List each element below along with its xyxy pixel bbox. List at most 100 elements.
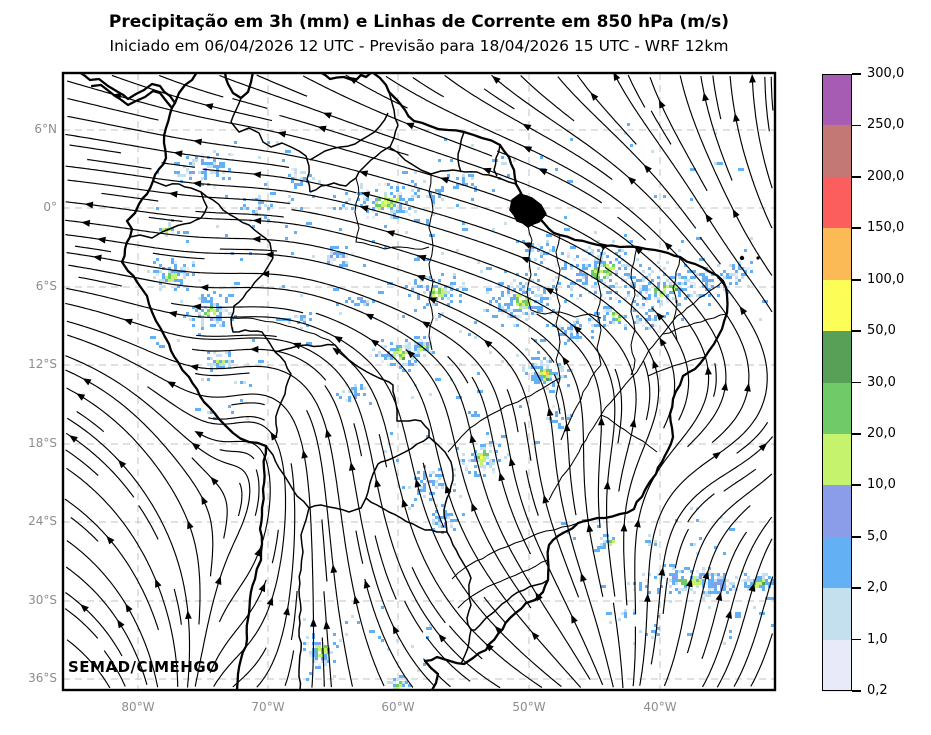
lat-tick-label: 0° <box>43 200 57 214</box>
state-border <box>451 522 579 580</box>
country-border <box>265 445 310 690</box>
lat-tick-label: 6°S <box>35 279 57 293</box>
colorbar-label: 20,0 <box>867 425 896 441</box>
country-border <box>129 180 208 239</box>
country-border <box>308 497 367 513</box>
colorbar-frame <box>822 74 852 691</box>
country-border <box>230 97 311 193</box>
state-border <box>647 356 706 377</box>
gridline-layer <box>63 73 775 690</box>
colorbar-label: 150,0 <box>867 220 905 236</box>
colorbar-tick <box>852 124 861 127</box>
country-border <box>428 436 454 533</box>
country-border <box>388 91 399 148</box>
country-border <box>274 343 430 437</box>
lon-tick-label: 50°W <box>512 700 546 714</box>
colorbar-segment <box>822 639 852 692</box>
colorbar-label: 200,0 <box>867 168 905 184</box>
coastline <box>90 83 174 110</box>
colorbar-segment <box>822 279 852 332</box>
colorbar-label: 250,0 <box>867 117 905 133</box>
state-border <box>530 309 602 319</box>
state-border <box>457 559 549 609</box>
lon-tick-label: 40°W <box>643 700 677 714</box>
colorbar-tick <box>852 73 861 75</box>
colorbar-segment <box>822 331 852 384</box>
colorbar-segment <box>822 176 852 229</box>
colorbar-label: 100,0 <box>867 271 905 287</box>
state-border <box>428 173 434 351</box>
colorbar-tick <box>852 433 861 435</box>
lon-tick-label: 80°W <box>121 700 155 714</box>
country-border <box>471 579 549 631</box>
streamlines-layer <box>64 73 774 689</box>
colorbar-label: 30,0 <box>867 374 896 390</box>
colorbar-segment <box>822 228 852 281</box>
colorbar-segment <box>822 536 852 589</box>
lon-tick-label: 70°W <box>251 700 285 714</box>
colorbar-tick <box>852 381 861 384</box>
state-border <box>662 313 728 335</box>
colorbar-tick <box>852 690 861 692</box>
colorbar-segment <box>822 433 852 486</box>
state-border <box>560 364 602 441</box>
map-frame <box>61 71 777 692</box>
colorbar-tick <box>852 227 861 230</box>
lat-tick-label: 36°S <box>28 671 57 685</box>
island-dot <box>756 256 760 260</box>
lon-tick-label: 60°W <box>381 700 415 714</box>
country-border <box>230 257 276 353</box>
coastline <box>223 73 254 100</box>
basemap-layer <box>78 73 760 690</box>
colorbar-tick <box>852 278 861 281</box>
lat-tick-label: 6°N <box>34 122 57 136</box>
river-delta-island <box>509 193 547 228</box>
state-border <box>600 414 658 453</box>
colorbar-label: 0,2 <box>867 683 888 698</box>
colorbar-label: 300,0 <box>867 66 905 81</box>
colorbar-label: 50,0 <box>867 323 896 339</box>
state-border <box>596 245 605 366</box>
country-border <box>365 497 447 533</box>
country-border <box>200 191 274 259</box>
country-border <box>365 436 430 499</box>
lat-tick-label: 30°S <box>28 593 57 607</box>
watermark-label: SEMAD/CIMEHGO <box>68 658 220 676</box>
colorbar-label: 1,0 <box>867 631 888 647</box>
country-border <box>309 146 517 193</box>
chart-title: Precipitação em 3h (mm) e Linhas de Corr… <box>108 12 730 32</box>
chart-subtitle: Iniciado em 06/04/2026 12 UTC - Previsão… <box>109 37 729 55</box>
country-border <box>309 112 389 161</box>
state-border <box>230 317 336 346</box>
colorbar-label: 2,0 <box>867 580 888 596</box>
colorbar-tick <box>852 175 861 178</box>
country-border <box>493 144 501 177</box>
lat-tick-label: 12°S <box>28 357 57 371</box>
colorbar-tick <box>852 484 861 487</box>
colorbar-segment <box>822 74 852 127</box>
colorbar-segment <box>822 485 852 538</box>
state-border <box>548 364 642 501</box>
state-border <box>354 177 430 250</box>
precipitation-layer <box>147 123 775 690</box>
coastline <box>371 73 729 690</box>
island-dot <box>739 255 745 261</box>
colorbar-tick <box>852 587 861 590</box>
country-border <box>457 131 465 173</box>
state-border <box>447 377 561 453</box>
coastline <box>319 73 373 83</box>
state-border <box>640 280 724 366</box>
colorbar-tick <box>852 330 861 332</box>
country-border <box>446 531 472 665</box>
colorbar-tick <box>852 535 861 538</box>
colorbar-label: 10,0 <box>867 477 896 493</box>
colorbar-tick <box>852 638 861 641</box>
colorbar-label: 5,0 <box>867 528 888 544</box>
lat-tick-label: 24°S <box>28 514 57 528</box>
colorbar-segment <box>822 125 852 178</box>
state-border <box>672 256 681 341</box>
colorbar-segment <box>822 588 852 641</box>
lat-tick-label: 18°S <box>28 436 57 450</box>
